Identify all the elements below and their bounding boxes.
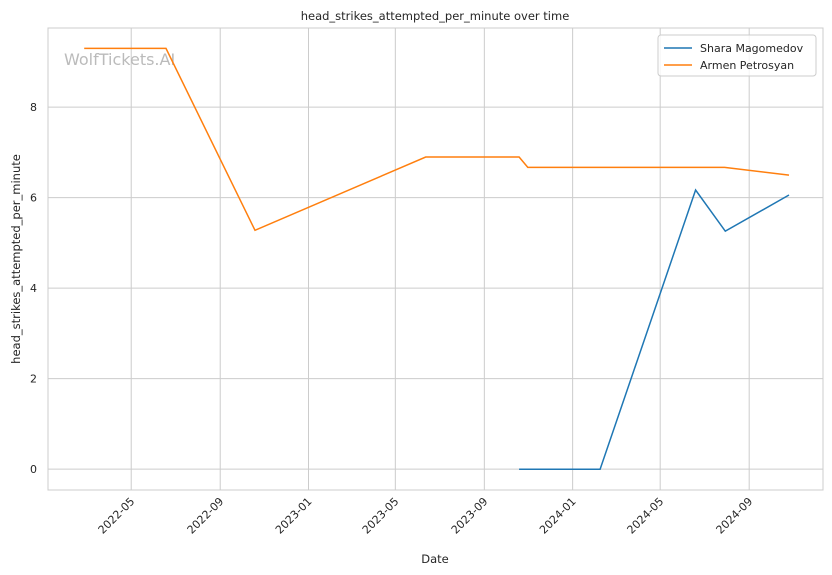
x-tick-label: 2023-09 [449,495,491,537]
series-lines [84,47,790,470]
x-axis-label: Date [421,552,449,566]
chart-title: head_strikes_attempted_per_minute over t… [301,9,570,23]
series-line-1 [84,47,790,232]
x-tick-label: 2023-05 [360,495,402,537]
y-tick-label: 6 [30,192,37,205]
x-tick-label: 2024-05 [625,495,667,537]
x-tick-label: 2024-09 [714,495,756,537]
x-tick-label: 2022-05 [96,495,138,537]
y-axis-label: head_strikes_attempted_per_minute [9,154,23,364]
legend-box [657,34,817,77]
y-tick-label: 8 [30,101,37,114]
legend: Shara Magomedov Armen Petrosyan [657,34,817,77]
y-tick-labels: 0 2 4 6 8 [30,101,37,476]
grid [48,28,823,490]
legend-label: Armen Petrosyan [700,59,794,72]
y-tick-label: 4 [30,282,37,295]
legend-label: Shara Magomedov [700,42,804,55]
watermark: WolfTickets.AI [64,50,175,69]
x-tick-labels: 2022-05 2022-09 2023-01 2023-05 2023-09 2024-… [96,495,756,537]
y-tick-label: 0 [30,463,37,476]
x-tick-label: 2023-01 [273,495,315,537]
y-tick-label: 2 [30,373,37,386]
x-tick-label: 2024-01 [537,495,579,537]
series-line-0 [519,188,790,470]
plot-area-frame [47,27,824,491]
x-tick-label: 2022-09 [185,495,227,537]
